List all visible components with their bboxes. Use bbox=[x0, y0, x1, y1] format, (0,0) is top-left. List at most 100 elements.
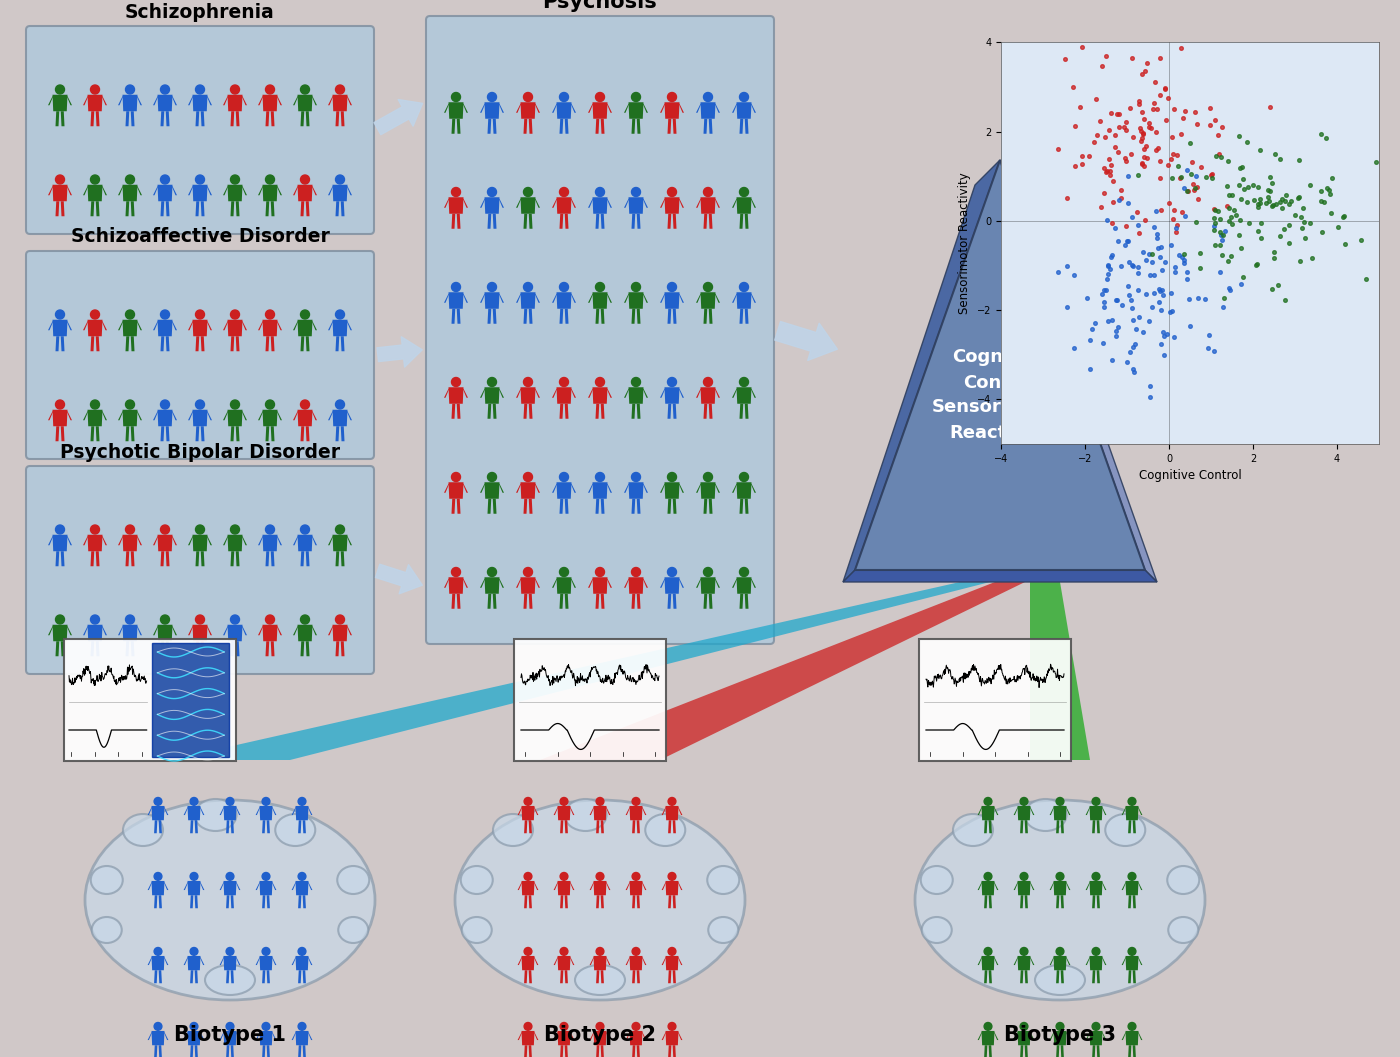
Polygon shape bbox=[130, 336, 134, 351]
Polygon shape bbox=[258, 411, 263, 421]
Polygon shape bbox=[553, 1033, 559, 1040]
Polygon shape bbox=[1085, 1033, 1091, 1040]
Polygon shape bbox=[147, 808, 153, 815]
Circle shape bbox=[301, 525, 309, 534]
Circle shape bbox=[56, 310, 64, 319]
Polygon shape bbox=[1138, 1033, 1142, 1040]
Circle shape bbox=[524, 187, 532, 197]
Polygon shape bbox=[153, 321, 158, 330]
Point bbox=[1214, 222, 1236, 239]
Polygon shape bbox=[53, 535, 67, 552]
Polygon shape bbox=[517, 104, 521, 113]
Circle shape bbox=[739, 472, 749, 482]
Polygon shape bbox=[200, 1033, 204, 1040]
Polygon shape bbox=[87, 535, 102, 552]
Polygon shape bbox=[524, 594, 528, 609]
Point bbox=[1201, 169, 1224, 186]
Polygon shape bbox=[629, 577, 644, 594]
Polygon shape bbox=[601, 499, 605, 514]
Point bbox=[1168, 246, 1190, 263]
Ellipse shape bbox=[1035, 965, 1085, 995]
Point bbox=[1056, 189, 1078, 206]
Polygon shape bbox=[988, 1045, 991, 1057]
Polygon shape bbox=[266, 426, 269, 441]
Polygon shape bbox=[126, 111, 129, 126]
Circle shape bbox=[524, 93, 532, 101]
Point bbox=[1100, 105, 1123, 122]
Polygon shape bbox=[665, 577, 679, 594]
Point bbox=[1095, 163, 1117, 180]
Polygon shape bbox=[297, 320, 312, 336]
Circle shape bbox=[231, 400, 239, 409]
Ellipse shape bbox=[455, 800, 745, 1000]
Polygon shape bbox=[1030, 883, 1035, 890]
Point bbox=[1229, 159, 1252, 175]
Polygon shape bbox=[83, 626, 88, 635]
Polygon shape bbox=[53, 185, 67, 201]
Polygon shape bbox=[529, 499, 532, 514]
Polygon shape bbox=[196, 552, 199, 567]
Point bbox=[1110, 189, 1133, 206]
Point bbox=[1158, 156, 1180, 173]
Point bbox=[1123, 364, 1145, 381]
Circle shape bbox=[196, 310, 204, 319]
Polygon shape bbox=[277, 186, 281, 196]
Point bbox=[1144, 267, 1166, 284]
Polygon shape bbox=[130, 642, 134, 656]
Point bbox=[1246, 179, 1268, 196]
Polygon shape bbox=[188, 805, 200, 820]
Polygon shape bbox=[336, 336, 339, 351]
Polygon shape bbox=[552, 579, 557, 588]
Polygon shape bbox=[493, 499, 497, 514]
Polygon shape bbox=[524, 895, 528, 908]
Polygon shape bbox=[1056, 1045, 1060, 1057]
Polygon shape bbox=[193, 95, 207, 111]
Polygon shape bbox=[1056, 820, 1060, 833]
Polygon shape bbox=[1089, 956, 1103, 970]
Polygon shape bbox=[673, 594, 676, 609]
Point bbox=[1127, 166, 1149, 183]
Polygon shape bbox=[708, 118, 713, 134]
Point bbox=[1127, 264, 1149, 281]
Polygon shape bbox=[172, 321, 176, 330]
Circle shape bbox=[703, 93, 713, 101]
Polygon shape bbox=[484, 103, 500, 118]
Point bbox=[1089, 112, 1112, 129]
Polygon shape bbox=[984, 1045, 987, 1057]
Polygon shape bbox=[637, 214, 641, 228]
Polygon shape bbox=[594, 805, 606, 820]
Circle shape bbox=[595, 377, 605, 387]
Polygon shape bbox=[137, 321, 141, 330]
Point bbox=[1317, 182, 1340, 199]
Polygon shape bbox=[659, 104, 665, 113]
Polygon shape bbox=[333, 535, 347, 552]
Point bbox=[1131, 129, 1154, 146]
Point bbox=[1085, 91, 1107, 108]
Polygon shape bbox=[277, 536, 281, 545]
Polygon shape bbox=[200, 201, 204, 217]
Point bbox=[1163, 100, 1186, 117]
Polygon shape bbox=[291, 1033, 297, 1040]
Polygon shape bbox=[1030, 1033, 1035, 1040]
Polygon shape bbox=[297, 185, 312, 201]
Polygon shape bbox=[606, 1033, 610, 1040]
Polygon shape bbox=[200, 552, 204, 567]
Circle shape bbox=[126, 400, 134, 409]
Polygon shape bbox=[95, 642, 99, 656]
Point bbox=[1141, 299, 1163, 316]
Polygon shape bbox=[595, 214, 599, 228]
Point bbox=[1249, 194, 1271, 211]
Ellipse shape bbox=[1168, 917, 1198, 943]
Point bbox=[1203, 209, 1225, 226]
Point bbox=[1211, 231, 1233, 248]
Polygon shape bbox=[977, 1033, 983, 1040]
Point bbox=[1176, 271, 1198, 288]
Polygon shape bbox=[333, 185, 347, 201]
Point bbox=[1098, 257, 1120, 274]
Polygon shape bbox=[524, 309, 528, 323]
Circle shape bbox=[668, 797, 676, 805]
Point bbox=[1288, 253, 1310, 270]
Polygon shape bbox=[328, 186, 333, 196]
Polygon shape bbox=[557, 103, 571, 118]
Point bbox=[1114, 237, 1137, 254]
